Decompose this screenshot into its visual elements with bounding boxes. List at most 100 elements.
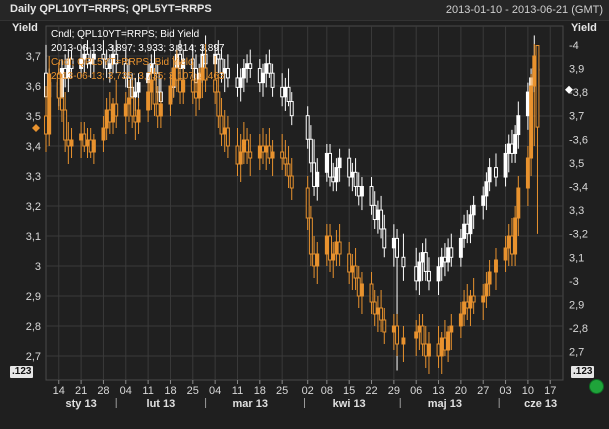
candle-body — [465, 223, 470, 235]
candle-body — [245, 63, 250, 69]
x-tick-label: 18 — [164, 385, 176, 397]
candle-body — [197, 79, 202, 99]
right-tick-label: -3,2 — [569, 229, 588, 241]
candle-body — [379, 307, 384, 321]
x-tick-label: 20 — [455, 385, 467, 397]
candle-body — [494, 167, 498, 178]
right-axis-title: Yield — [571, 22, 597, 34]
x-month-label: kwi 13 — [333, 398, 366, 410]
candle-body — [487, 167, 492, 183]
candle-body — [426, 270, 431, 282]
candle-body — [114, 103, 119, 117]
candle-body — [414, 331, 419, 339]
candle-body — [347, 157, 352, 178]
candle-body — [442, 256, 447, 263]
right-axis: 2,7 -2,8 2,9 -3 3,1 -3,2 3,3 -3,4 3,5 -3,6 3,7 -3,8… — [565, 40, 588, 359]
candle-body — [516, 115, 521, 136]
left-price-marker — [32, 124, 40, 132]
grid — [45, 25, 564, 381]
candle-body — [88, 139, 93, 153]
right-tick-label: -3,6 — [569, 134, 588, 146]
candle-body — [56, 73, 61, 99]
candle-body — [308, 217, 313, 255]
candle-body — [101, 127, 106, 141]
candle-body — [458, 237, 463, 258]
x-month-label: mar 13 — [233, 398, 268, 410]
candle-body — [532, 55, 537, 87]
series-2 — [44, 44, 540, 374]
x-month-label: sty 13 — [66, 398, 97, 410]
candle-body — [248, 151, 253, 159]
candle-body — [462, 223, 467, 239]
candle-body — [222, 67, 227, 74]
x-tick-label: 25 — [187, 385, 199, 397]
connection-status-icon[interactable] — [589, 379, 604, 394]
candle-body — [312, 162, 317, 187]
right-tick-label: 3,9 — [569, 63, 584, 75]
candle-body — [69, 58, 74, 69]
candle-body — [238, 77, 243, 88]
candle-body — [391, 237, 396, 249]
candle-body — [401, 337, 406, 345]
left-tick-label: 3,4 — [26, 141, 41, 153]
candle-body — [401, 256, 406, 268]
candle-body — [222, 127, 227, 135]
right-tick-label: 3,5 — [569, 158, 584, 170]
candle-body — [104, 58, 109, 69]
candle-body — [315, 253, 320, 267]
candle-body — [238, 151, 243, 165]
candle-body — [289, 175, 294, 189]
x-tick-label: 10 — [522, 385, 534, 397]
right-price-marker — [565, 85, 573, 94]
candle-body — [337, 241, 342, 255]
candle-body — [436, 343, 441, 357]
right-tick-label: 2,7 — [569, 347, 584, 359]
plot-frame — [45, 25, 564, 381]
candle-body — [513, 217, 518, 255]
candle-body — [174, 67, 179, 81]
candle-body — [487, 271, 492, 285]
candle-body — [79, 58, 84, 69]
candle-body — [66, 58, 71, 79]
candle-body — [312, 253, 317, 267]
candle-body — [241, 67, 246, 79]
x-tick-label: 03 — [499, 385, 511, 397]
x-month-label: maj 13 — [428, 398, 462, 410]
candle-body — [356, 277, 361, 297]
candle-body — [79, 133, 84, 141]
candle-body — [369, 283, 374, 303]
candle-body — [59, 97, 64, 111]
candle-body — [213, 79, 218, 93]
candle-body — [85, 139, 90, 147]
candle-body — [503, 152, 508, 178]
x-month-label: cze 13 — [524, 398, 557, 410]
candle-body — [315, 171, 320, 187]
left-axis-format-button[interactable]: .123 — [10, 366, 34, 378]
candle-body — [111, 53, 115, 65]
candle-body — [267, 63, 272, 74]
candle-body — [395, 325, 400, 345]
candle-body — [468, 295, 473, 309]
candle-body — [509, 143, 514, 154]
candle-body — [149, 79, 154, 93]
right-axis-format-button[interactable]: .123 — [571, 366, 595, 378]
x-tick-label: 27 — [477, 385, 489, 397]
candle-body — [203, 67, 208, 81]
candle-body — [181, 58, 186, 69]
x-tick-label: 11 — [232, 385, 243, 397]
candle-body — [458, 313, 463, 327]
left-tick-label: 3,2 — [26, 201, 41, 213]
candle-body — [375, 209, 380, 221]
candle-body — [181, 79, 186, 93]
candle-body — [133, 91, 138, 98]
candle-body — [439, 256, 444, 268]
candle-body — [353, 265, 358, 279]
candle-body — [426, 343, 431, 357]
right-tick-label: 2,9 — [569, 299, 584, 311]
candle-body — [436, 266, 441, 282]
candle-body — [107, 63, 112, 69]
candle-body — [308, 138, 313, 164]
candle-body — [225, 67, 230, 79]
candle-body — [264, 63, 269, 74]
